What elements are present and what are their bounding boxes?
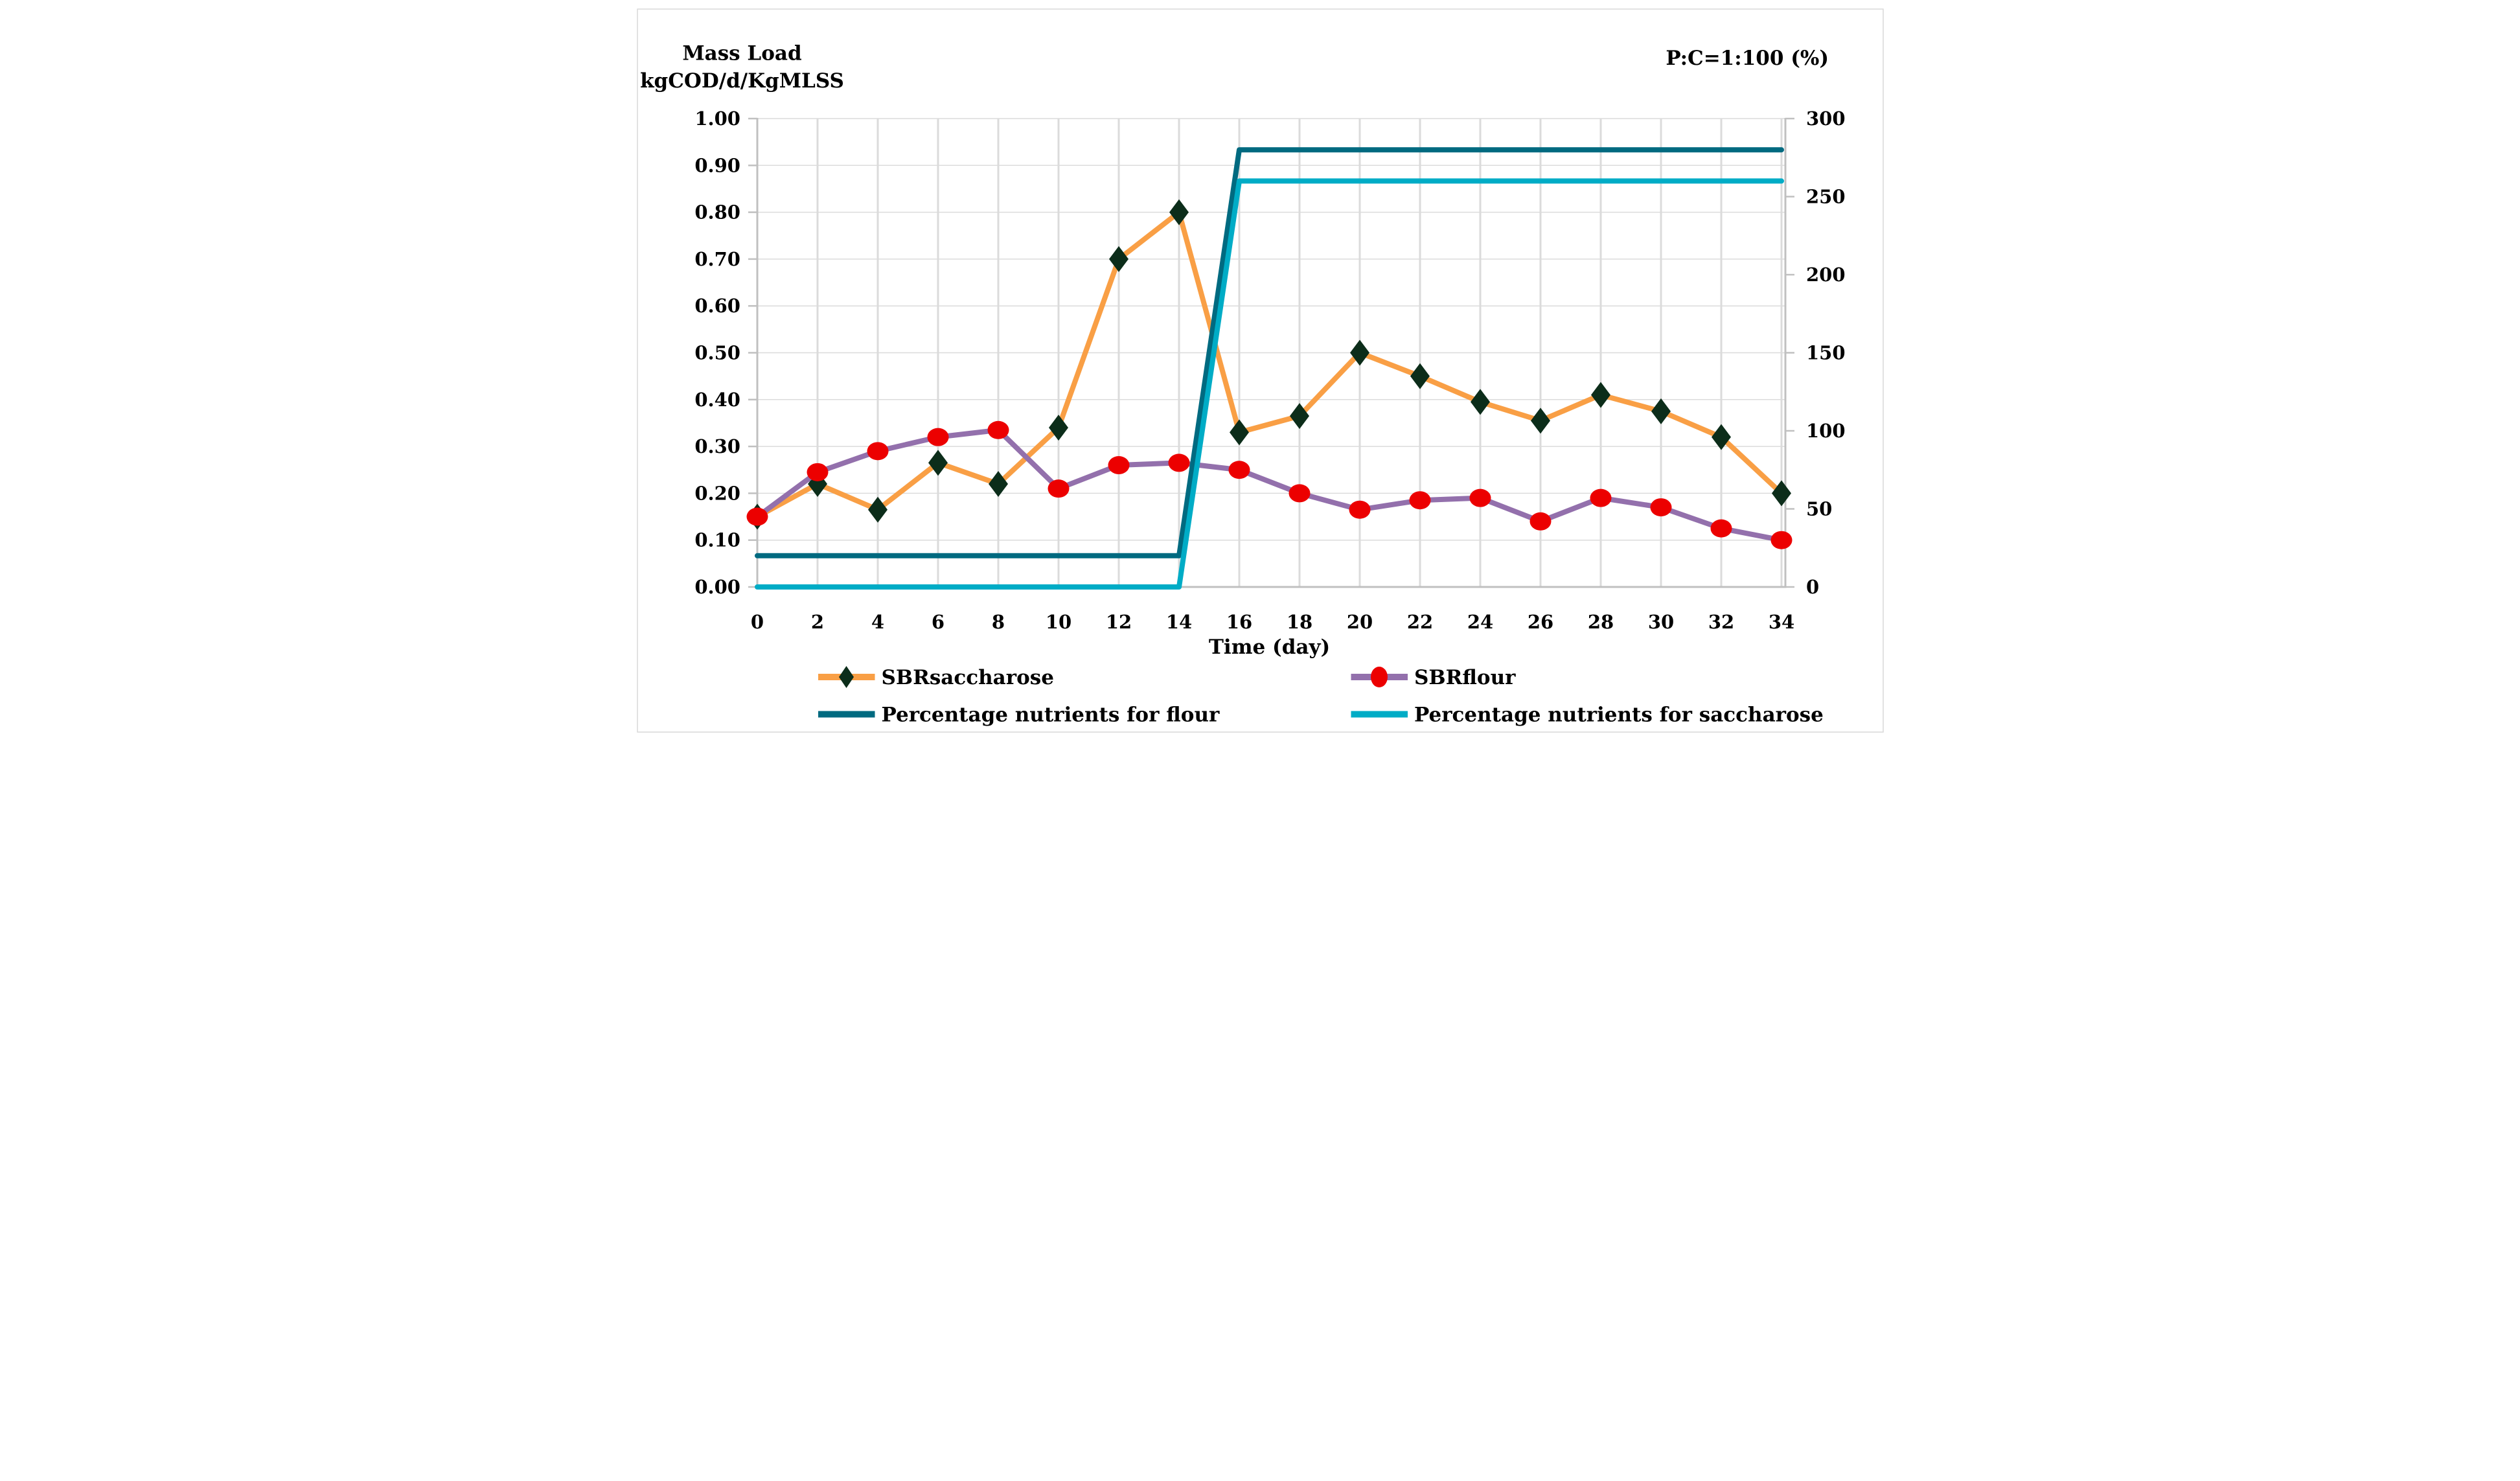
legend-label-nutrients-flour: Percentage nutrients for flour (881, 704, 1219, 727)
data-point-circle (1710, 519, 1732, 538)
legend: SBRsaccharose SBRflour Percentage nutrie… (818, 666, 1823, 727)
data-point-diamond (988, 470, 1008, 497)
x-axis-tick-label: 24 (1467, 611, 1493, 633)
right-axis-title: P:C=1:100 (%) (1666, 47, 1829, 70)
data-point-circle (1590, 488, 1611, 507)
x-axis-tick-label: 12 (1105, 611, 1131, 633)
data-point-diamond (1651, 398, 1671, 424)
chart-canvas: 1.00 0.90 0.80 0.70 0.60 0.50 0.40 0.30 0.20 0.10… (630, 0, 1890, 740)
tick-labels-layer: 1.00 0.90 0.80 0.70 0.60 0.50 0.40 0.30 0.20 0.10… (694, 108, 1845, 633)
data-point-circle (1650, 498, 1671, 517)
x-axis-title: Time (day) (1208, 636, 1329, 659)
legend-item-nutrients-saccharose: Percentage nutrients for saccharose (1351, 704, 1823, 727)
legend-item-sbrflour: SBRflour (1351, 666, 1516, 689)
series-line-sbrsaccharose (754, 209, 1784, 520)
data-point-diamond (1048, 415, 1068, 441)
x-axis-tick-label: 14 (1165, 611, 1191, 633)
data-point-diamond (867, 496, 888, 523)
data-point-diamond (1108, 246, 1128, 272)
legend-label-nutrients-saccharose: Percentage nutrients for saccharose (1414, 704, 1824, 727)
legend-item-nutrients-flour: Percentage nutrients for flour (818, 704, 1219, 727)
chart-page: 1.00 0.90 0.80 0.70 0.60 0.50 0.40 0.30 0.20 0.10… (630, 0, 1890, 740)
left-axis-title-line1: Mass Load (682, 42, 801, 65)
data-point-diamond (1771, 480, 1791, 507)
left-axis-tick-label: 1.00 (694, 108, 740, 130)
data-point-circle (1289, 484, 1310, 503)
left-axis-tick-label: 0.80 (694, 201, 740, 224)
x-axis-tick-label: 32 (1708, 611, 1734, 633)
data-point-circle (1409, 491, 1430, 510)
data-point-circle (1529, 512, 1551, 531)
x-axis-tick-label: 26 (1527, 611, 1553, 633)
right-axis-tick-label: 50 (1806, 498, 1832, 520)
data-point-circle (867, 442, 888, 461)
right-axis-tick-label: 0 (1806, 576, 1819, 598)
line-chart-figure: 1.00 0.90 0.80 0.70 0.60 0.50 0.40 0.30 0.20 0.10… (630, 0, 1890, 740)
data-point-circle (746, 507, 768, 526)
series-layer (746, 147, 1792, 590)
x-axis-tick-label: 28 (1587, 611, 1613, 633)
data-point-circle (1228, 461, 1250, 479)
x-axis-tick-label: 30 (1647, 611, 1673, 633)
right-axis-tick-label: 150 (1806, 342, 1846, 364)
data-point-circle (927, 428, 948, 446)
x-axis-tick-label: 22 (1406, 611, 1432, 633)
x-axis-tick-label: 8 (991, 611, 1004, 633)
x-axis-tick-label: 20 (1346, 611, 1372, 633)
data-point-circle (807, 463, 828, 481)
data-point-diamond (1590, 382, 1610, 408)
right-axis-tick-label: 200 (1806, 264, 1846, 286)
data-point-diamond (1470, 389, 1490, 415)
data-point-circle (1349, 500, 1370, 519)
legend-diamond-marker-icon (838, 666, 854, 688)
left-axis-tick-label: 0.90 (694, 154, 740, 176)
x-axis-tick-label: 2 (810, 611, 823, 633)
data-point-circle (1108, 456, 1129, 475)
x-axis-tick-label: 16 (1226, 611, 1252, 633)
legend-label-sbrflour: SBRflour (1414, 666, 1516, 689)
data-point-circle (1770, 531, 1792, 549)
left-axis-tick-label: 0.30 (694, 435, 740, 457)
left-axis-tick-label: 0.00 (694, 576, 740, 598)
right-axis-tick-label: 250 (1806, 186, 1846, 208)
left-axis-tick-label: 0.60 (694, 295, 740, 317)
x-axis-tick-label: 18 (1286, 611, 1312, 633)
x-axis-tick-label: 34 (1768, 611, 1794, 633)
left-axis-tick-label: 0.20 (694, 482, 740, 504)
data-point-circle (987, 420, 1009, 439)
data-point-diamond (1530, 408, 1550, 434)
data-point-diamond (1349, 339, 1369, 366)
legend-circle-marker-icon (1370, 667, 1388, 687)
left-axis-tick-label: 0.10 (694, 529, 740, 551)
right-axis-tick-label: 100 (1806, 420, 1846, 442)
left-axis-tick-label: 0.40 (694, 389, 740, 411)
right-axis-tick-label: 300 (1806, 108, 1846, 130)
x-axis-tick-label: 6 (931, 611, 944, 633)
x-axis-tick-label: 4 (871, 611, 884, 633)
series-line-percentage-nutrients-for-saccharose (754, 178, 1784, 590)
data-point-diamond (1169, 199, 1189, 225)
series-line-percentage-nutrients-for-flour (754, 147, 1784, 558)
left-axis-title-line2: kgCOD/d/KgMLSS (640, 69, 844, 93)
left-axis-tick-label: 0.70 (694, 248, 740, 270)
x-axis-tick-label: 10 (1045, 611, 1071, 633)
x-axis-tick-label: 0 (750, 611, 763, 633)
chart-border (636, 8, 1884, 733)
data-point-circle (1469, 488, 1491, 507)
data-point-diamond (1410, 363, 1430, 389)
data-point-circle (1168, 453, 1189, 472)
legend-label-sbrsaccharose: SBRsaccharose (881, 666, 1053, 689)
data-point-circle (1048, 479, 1069, 498)
data-point-diamond (1711, 424, 1731, 450)
data-point-diamond (928, 450, 948, 476)
legend-item-sbrsaccharose: SBRsaccharose (818, 666, 1053, 689)
left-axis-tick-label: 0.50 (694, 342, 740, 364)
data-point-diamond (1289, 403, 1309, 430)
data-point-diamond (1229, 419, 1249, 446)
